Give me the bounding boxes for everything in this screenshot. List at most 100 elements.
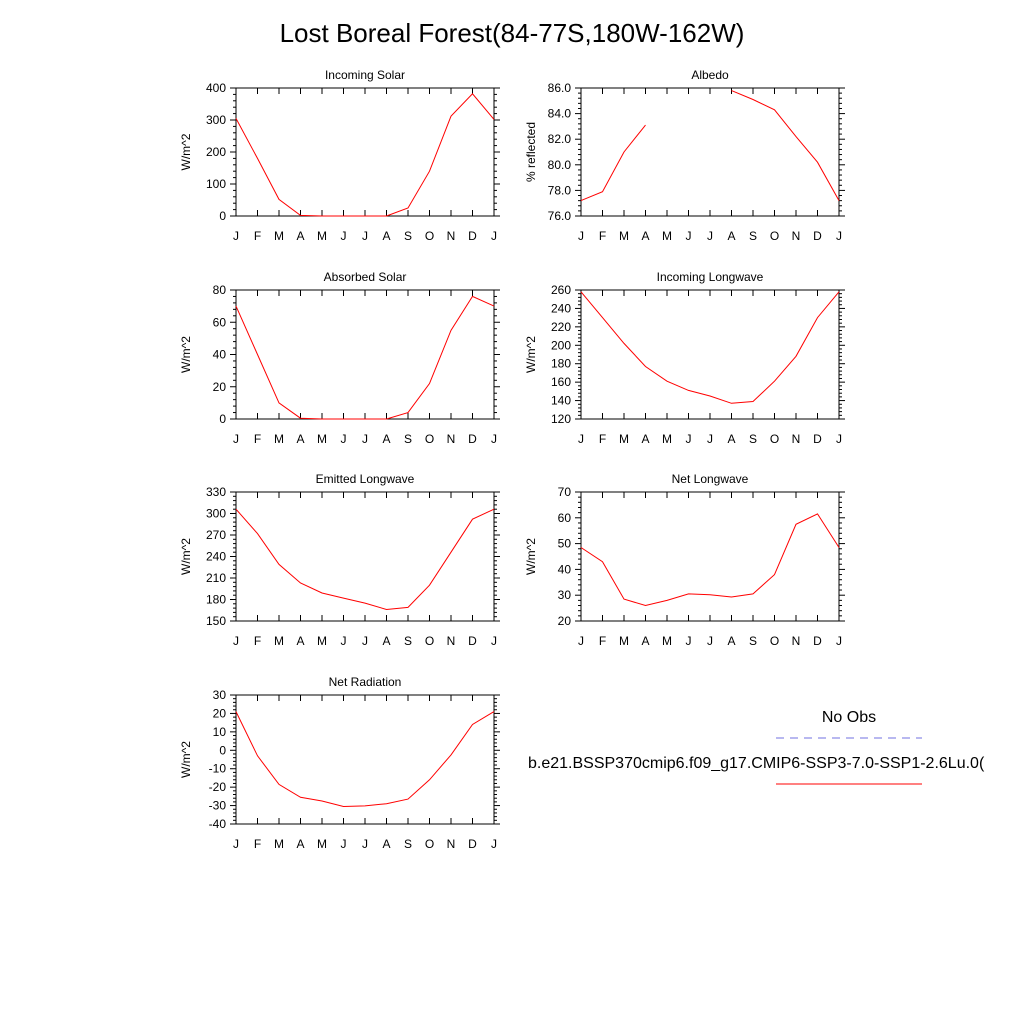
x-tick-label: J — [362, 634, 368, 648]
x-tick-label: F — [599, 229, 606, 243]
x-tick-label: J — [707, 634, 713, 648]
x-tick-label: M — [662, 432, 672, 446]
x-tick-label: J — [578, 432, 584, 446]
x-tick-label: M — [619, 432, 629, 446]
y-axis-label: W/m^2 — [524, 538, 538, 575]
plot-frame — [580, 491, 840, 622]
x-tick-label: J — [341, 634, 347, 648]
x-tick-label: A — [382, 229, 390, 243]
y-tick-label: 330 — [206, 485, 226, 499]
x-tick-label: F — [254, 229, 261, 243]
x-tick-label: F — [254, 634, 261, 648]
x-tick-label: J — [707, 432, 713, 446]
x-tick-label: O — [425, 634, 434, 648]
x-tick-label: S — [404, 432, 412, 446]
y-tick-label: 150 — [206, 614, 226, 628]
y-tick-label: 50 — [558, 537, 572, 551]
chart-title: Albedo — [691, 68, 729, 82]
y-tick-label: 120 — [551, 412, 571, 426]
x-tick-label: A — [296, 229, 304, 243]
x-tick-label: O — [425, 432, 434, 446]
plot-frame — [580, 289, 840, 420]
plot-frame — [235, 491, 495, 622]
y-tick-label: 220 — [551, 320, 571, 334]
y-tick-label: -30 — [209, 799, 227, 813]
x-tick-label: N — [447, 432, 456, 446]
y-tick-label: 78.0 — [548, 183, 572, 197]
x-tick-label: J — [491, 837, 497, 851]
x-tick-label: J — [491, 229, 497, 243]
x-tick-label: J — [491, 634, 497, 648]
y-tick-label: -10 — [209, 762, 227, 776]
y-tick-label: 180 — [206, 593, 226, 607]
series-line — [235, 711, 495, 808]
y-tick-label: 40 — [558, 562, 572, 576]
x-tick-label: D — [813, 229, 822, 243]
y-tick-label: 180 — [551, 357, 571, 371]
y-tick-label: 200 — [206, 145, 226, 159]
x-tick-label: M — [274, 229, 284, 243]
x-tick-label: A — [296, 432, 304, 446]
series-line — [580, 124, 646, 202]
y-tick-label: 160 — [551, 375, 571, 389]
y-tick-label: 20 — [213, 380, 227, 394]
x-tick-label: O — [770, 634, 779, 648]
x-tick-label: N — [792, 634, 801, 648]
y-axis-label: W/m^2 — [179, 538, 193, 575]
x-tick-label: J — [836, 229, 842, 243]
x-tick-label: J — [341, 229, 347, 243]
x-tick-label: D — [468, 634, 477, 648]
x-tick-label: J — [233, 432, 239, 446]
y-tick-label: 0 — [219, 412, 226, 426]
x-tick-label: M — [274, 837, 284, 851]
x-tick-label: F — [599, 634, 606, 648]
x-tick-label: J — [362, 837, 368, 851]
x-tick-label: M — [662, 229, 672, 243]
x-tick-label: J — [362, 432, 368, 446]
x-tick-label: A — [641, 432, 649, 446]
x-tick-label: O — [770, 432, 779, 446]
x-tick-label: D — [468, 229, 477, 243]
y-tick-label: 30 — [213, 688, 227, 702]
x-tick-label: F — [254, 432, 261, 446]
x-tick-label: D — [468, 432, 477, 446]
x-tick-label: M — [317, 634, 327, 648]
x-tick-label: J — [233, 634, 239, 648]
x-tick-label: A — [382, 432, 390, 446]
y-tick-label: 80.0 — [548, 158, 572, 172]
x-tick-label: M — [317, 229, 327, 243]
x-tick-label: J — [491, 432, 497, 446]
y-tick-label: 60 — [558, 511, 572, 525]
x-tick-label: S — [749, 634, 757, 648]
y-tick-label: -20 — [209, 780, 227, 794]
x-tick-label: F — [599, 432, 606, 446]
x-tick-label: J — [341, 432, 347, 446]
x-tick-label: N — [447, 229, 456, 243]
x-tick-label: S — [749, 229, 757, 243]
x-tick-label: O — [425, 229, 434, 243]
series-line — [731, 90, 840, 201]
x-tick-label: S — [749, 432, 757, 446]
x-tick-label: J — [362, 229, 368, 243]
y-tick-label: 80 — [213, 283, 227, 297]
series-line — [235, 93, 495, 217]
chart-title: Net Longwave — [672, 472, 749, 486]
y-tick-label: 0 — [219, 743, 226, 757]
y-tick-label: 20 — [558, 614, 572, 628]
x-tick-label: J — [578, 229, 584, 243]
page-title: Lost Boreal Forest(84-77S,180W-162W) — [279, 18, 745, 48]
x-tick-label: J — [686, 634, 692, 648]
x-tick-label: M — [619, 634, 629, 648]
y-tick-label: 0 — [219, 209, 226, 223]
x-tick-label: M — [662, 634, 672, 648]
x-tick-label: N — [447, 837, 456, 851]
series-line — [580, 513, 840, 607]
plot-frame — [235, 694, 495, 825]
x-tick-label: A — [727, 432, 735, 446]
y-tick-label: 76.0 — [548, 209, 572, 223]
